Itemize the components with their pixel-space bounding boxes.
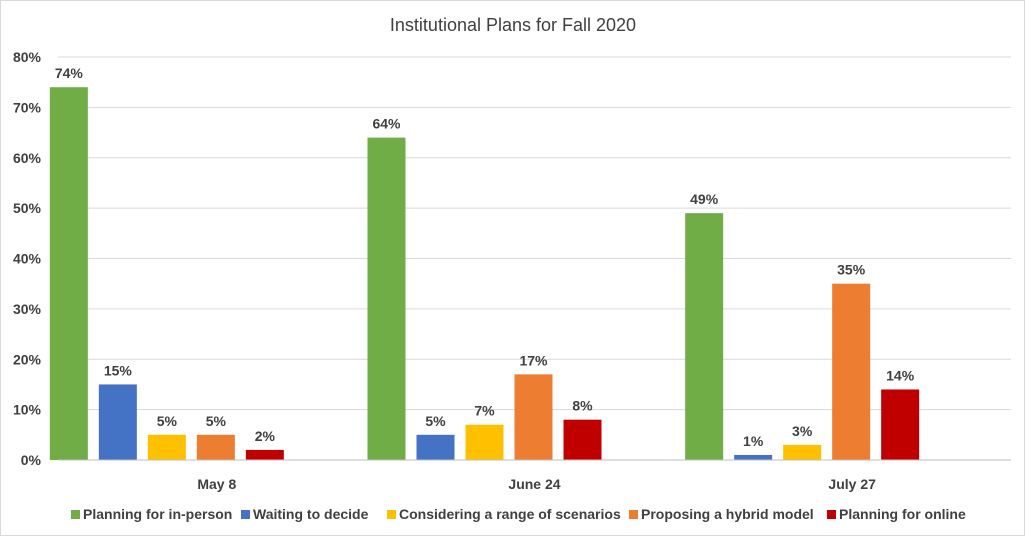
data-label: 17%: [519, 352, 548, 368]
y-tick-label: 50%: [13, 200, 42, 216]
legend-swatch: [387, 510, 396, 519]
legend-swatch: [629, 510, 638, 519]
legend-label: Proposing a hybrid model: [641, 506, 814, 522]
legend-swatch: [71, 510, 80, 519]
bar-waiting-to-decide: [734, 454, 773, 460]
y-tick-label: 20%: [13, 351, 42, 367]
y-axis-tick-labels: 0% 10% 20% 30% 40% 50% 60% 70% 80%: [13, 49, 42, 468]
data-label: 1%: [743, 433, 764, 449]
data-label: 64%: [372, 116, 401, 132]
legend-swatch: [241, 510, 250, 519]
y-tick-label: 70%: [13, 99, 42, 115]
y-tick-label: 40%: [13, 251, 42, 267]
y-tick-label: 0%: [21, 452, 42, 468]
legend-label: Waiting to decide: [253, 506, 369, 522]
data-label: 49%: [690, 191, 719, 207]
legend-label: Planning for online: [839, 506, 966, 522]
data-label: 3%: [792, 423, 813, 439]
data-label: 35%: [837, 262, 866, 278]
bar-planning-for-in-person: [367, 137, 406, 460]
legend-swatch: [827, 510, 836, 519]
legend: Planning for in-person Waiting to decide C…: [71, 506, 966, 522]
data-labels: 74% 15% 5% 5% 2% 64% 5% 7% 17% 8% 49% 1% 3% 35% 14%: [55, 65, 915, 449]
bar-planning-for-in-person: [685, 213, 724, 460]
bar-planning-for-online: [245, 449, 284, 460]
bar-proposing-a-hybrid-model: [832, 283, 871, 460]
legend-item: Planning for online: [827, 506, 966, 522]
gridlines: [58, 56, 1011, 411]
legend-item: Planning for in-person: [71, 506, 232, 522]
legend-item: Proposing a hybrid model: [629, 506, 814, 522]
legend-label: Planning for in-person: [83, 506, 232, 522]
bar-waiting-to-decide: [416, 434, 455, 460]
legend-label: Considering a range of scenarios: [399, 506, 621, 522]
bar-planning-for-online: [881, 389, 920, 460]
bar-proposing-a-hybrid-model: [196, 434, 235, 460]
data-label: 8%: [572, 398, 593, 414]
y-tick-label: 30%: [13, 301, 42, 317]
x-tick-label: July 27: [828, 476, 876, 492]
bar-considering-a-range-of-scenarios: [147, 434, 186, 460]
bar-waiting-to-decide: [98, 384, 137, 460]
bars: [49, 87, 920, 460]
y-tick-label: 10%: [13, 402, 42, 418]
x-tick-label: May 8: [197, 476, 236, 492]
data-label: 74%: [55, 65, 84, 81]
legend-item: Considering a range of scenarios: [387, 506, 621, 522]
x-axis-tick-labels: May 8 June 24 July 27: [197, 476, 876, 492]
bar-considering-a-range-of-scenarios: [783, 444, 822, 460]
data-label: 15%: [104, 362, 133, 378]
y-tick-label: 80%: [13, 49, 42, 65]
bar-planning-for-online: [563, 419, 602, 460]
data-label: 5%: [425, 413, 446, 429]
bar-considering-a-range-of-scenarios: [465, 424, 504, 460]
data-label: 5%: [157, 413, 178, 429]
data-label: 7%: [474, 403, 495, 419]
bar-planning-for-in-person: [49, 87, 88, 460]
bar-proposing-a-hybrid-model: [514, 374, 553, 460]
y-tick-label: 60%: [13, 150, 42, 166]
x-tick-label: June 24: [508, 476, 560, 492]
chart-title: Institutional Plans for Fall 2020: [390, 15, 636, 35]
data-label: 5%: [206, 413, 227, 429]
data-label: 2%: [255, 428, 276, 444]
data-label: 14%: [886, 367, 915, 383]
legend-item: Waiting to decide: [241, 506, 369, 522]
